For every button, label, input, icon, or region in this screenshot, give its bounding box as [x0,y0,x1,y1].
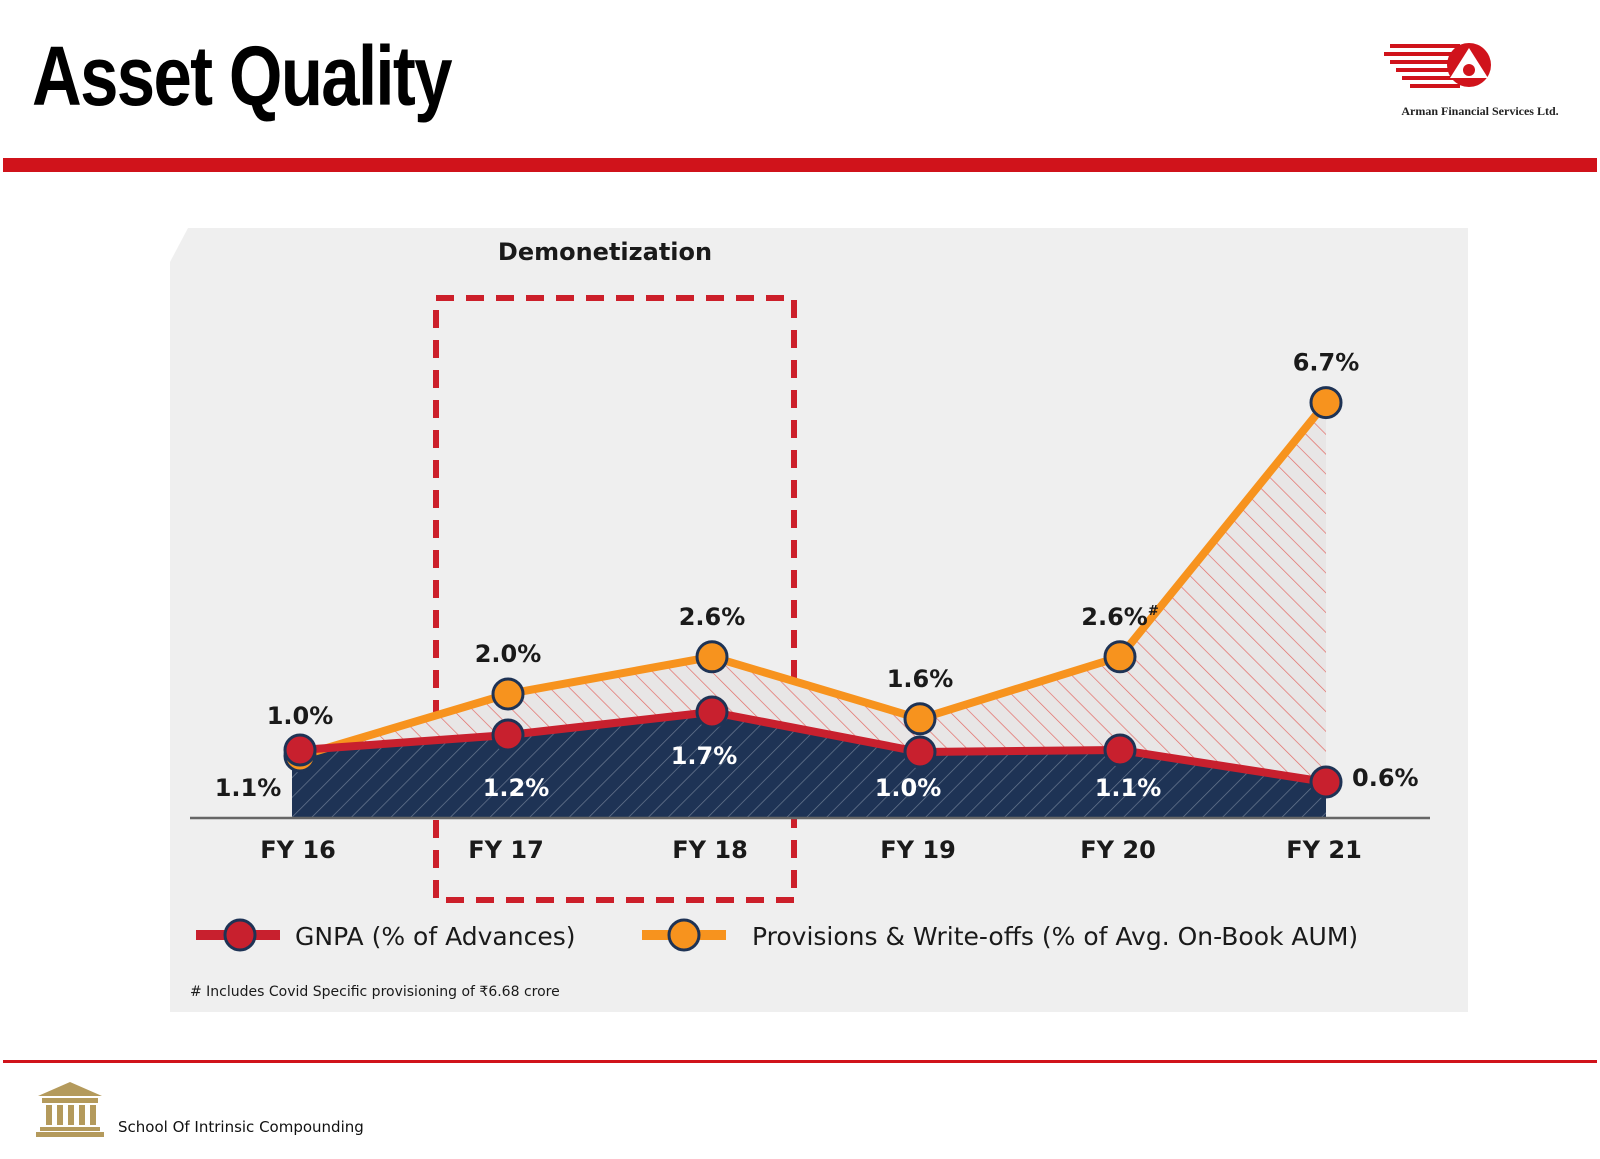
gnpa-point-4 [1103,733,1137,767]
provisions-value-label: 2.0% [475,640,542,668]
gnpa-point-0 [283,733,317,767]
provisions-point-5 [1309,386,1343,420]
gnpa-line [299,708,1327,786]
school-building-icon [36,1082,104,1137]
provisions-line [298,400,1330,760]
gnpa-point-3 [903,735,937,769]
footer-divider [3,1060,1597,1063]
provisions-point-1 [491,677,525,711]
x-tick-label: FY 18 [672,836,748,864]
provisions-value-label: 6.7% [1293,349,1360,377]
page-title: Asset Quality [32,29,453,123]
gnpa-value-label: 1.1% [1095,774,1162,802]
gnpa-area [292,712,1326,818]
chart-footnote: # Includes Covid Specific provisioning o… [190,984,560,1000]
provisions-area [300,402,1326,818]
provisions-value-label: 1.0% [267,702,334,730]
provisions-value-label: 2.6% [679,603,746,631]
gnpa-point-5 [1309,765,1343,799]
brand-name: Arman Financial Services Ltd. [1401,104,1559,118]
provisions-point-4 [1103,640,1137,674]
legend-prov-label: Provisions & Write-offs (% of Avg. On-Bo… [752,922,1358,951]
arman-logo [1384,43,1491,88]
footer-brand: School Of Intrinsic Compounding [118,1118,364,1136]
highlight-label: Demonetization [498,238,712,266]
gnpa-point-2 [695,695,729,729]
gnpa-value-label: 1.1% [215,774,282,802]
gnpa-value-label: 0.6% [1352,764,1419,792]
provisions-value-label: 2.6%# [1081,603,1159,631]
asset-quality-chart: Demonetization 1.0% 2.0% 2.6% 1.6% 2.6%# 6.7%… [170,228,1468,1012]
provisions-point-3 [903,702,937,736]
x-tick-label: FY 21 [1286,836,1362,864]
x-tick-label: FY 20 [1080,836,1156,864]
gnpa-point-1 [491,718,525,752]
x-tick-label: FY 19 [880,836,956,864]
legend-gnpa-label: GNPA (% of Advances) [295,922,576,951]
legend-prov-marker [667,918,701,952]
gnpa-value-label: 1.2% [483,774,550,802]
legend-gnpa-marker [223,918,257,952]
legend: GNPA (% of Advances) Provisions & Write-… [196,918,1358,952]
gnpa-value-label: 1.0% [875,774,942,802]
x-tick-label: FY 17 [468,836,544,864]
header-divider [3,158,1597,172]
gnpa-value-label: 1.7% [671,742,738,770]
provisions-point-2 [695,640,729,674]
x-tick-label: FY 16 [260,836,336,864]
provisions-value-label: 1.6% [887,665,954,693]
